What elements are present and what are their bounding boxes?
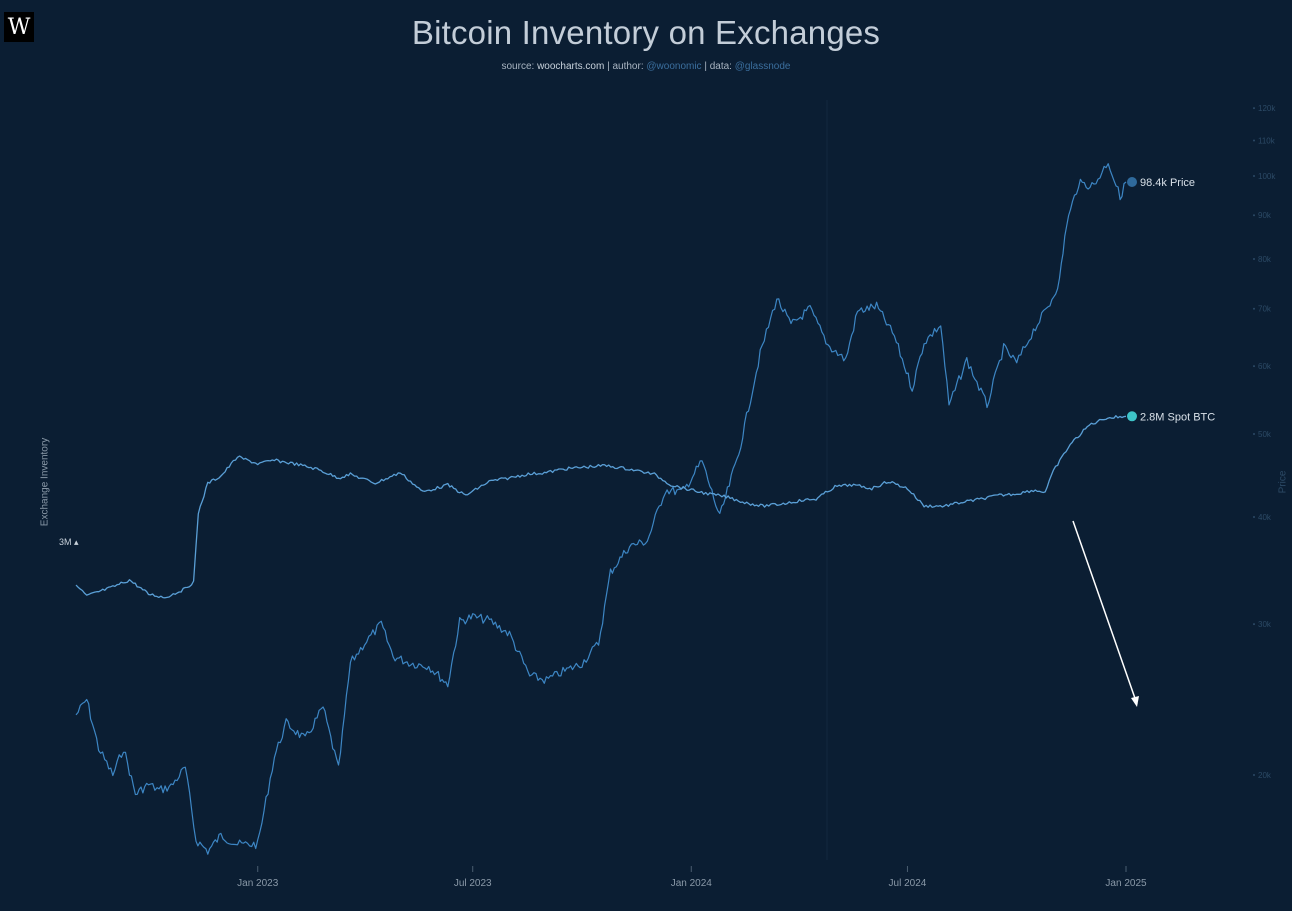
y-right-tick-dot xyxy=(1253,432,1255,435)
inventory-end-marker xyxy=(1127,411,1137,422)
y-right-tick-dot xyxy=(1253,516,1255,519)
price-end-marker xyxy=(1127,177,1137,188)
y-left-tick-3m: 3M ▴ xyxy=(59,537,79,547)
y-right-tick-dot xyxy=(1253,307,1255,310)
chart-title: Bitcoin Inventory on Exchanges xyxy=(411,14,881,51)
y-right-tick-dot xyxy=(1253,623,1255,626)
x-tick-label: Jan 2025 xyxy=(1105,878,1147,889)
x-tick-label: Jul 2023 xyxy=(454,878,492,889)
y-right-tick-label: 50k xyxy=(1258,430,1272,439)
series-line-inventory xyxy=(75,415,1127,599)
source-link[interactable]: woocharts.com xyxy=(537,61,605,72)
y-right-tick-dot xyxy=(1253,258,1255,261)
y-right-tick-dot xyxy=(1253,365,1255,368)
y-left-tick-label: 3M xyxy=(59,537,72,547)
author-link[interactable]: @woonomic xyxy=(646,61,702,72)
data-label: | data: xyxy=(704,61,732,72)
y-right-tick-label: 60k xyxy=(1258,362,1272,371)
x-tick-label: Jan 2024 xyxy=(671,878,713,889)
y-right-tick-label: 30k xyxy=(1258,620,1272,629)
y-right-tick-label: 20k xyxy=(1258,771,1272,780)
y-right-tick-label: 110k xyxy=(1258,137,1276,146)
y-right-tick-dot xyxy=(1253,107,1255,110)
trend-arrow-line xyxy=(1072,520,1138,705)
y-right-tick-dot xyxy=(1253,214,1255,217)
y-right-tick-label: 100k xyxy=(1258,172,1276,181)
x-tick-label: Jan 2023 xyxy=(237,878,279,889)
brand-logo: W xyxy=(4,12,34,42)
trend-arrow-head xyxy=(1131,696,1139,707)
chart-subtitle: source: woocharts.com | author: @woonomi… xyxy=(0,61,1292,72)
series-line-price xyxy=(75,163,1127,855)
y-right-tick-dot xyxy=(1253,774,1255,776)
x-tick-label: Jul 2024 xyxy=(889,878,927,889)
y-right-tick-label: 80k xyxy=(1258,255,1272,264)
inventory-annotation: 2.8M Spot BTC xyxy=(1140,411,1215,423)
y-right-tick-label: 70k xyxy=(1258,305,1272,314)
data-link[interactable]: @glassnode xyxy=(734,61,791,72)
author-label: | author: xyxy=(607,61,644,72)
y-right-tick-label: 40k xyxy=(1258,513,1272,522)
source-label: source: xyxy=(501,61,535,72)
price-annotation: 98.4k Price xyxy=(1140,177,1195,189)
y-right-tick-dot xyxy=(1253,139,1255,142)
logo-letter: W xyxy=(7,14,31,40)
y-right-tick-label: 120k xyxy=(1258,104,1276,113)
y-right-tick-label: 90k xyxy=(1258,211,1272,220)
y-right-tick-dot xyxy=(1253,175,1255,177)
